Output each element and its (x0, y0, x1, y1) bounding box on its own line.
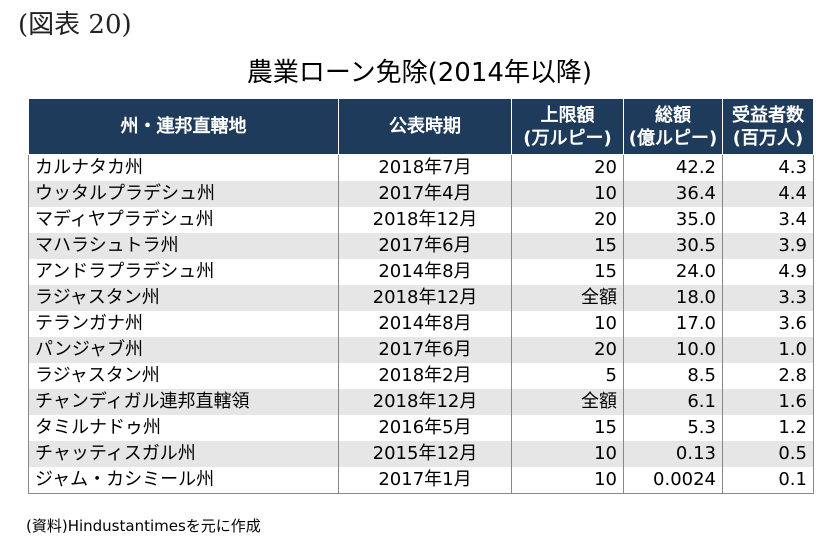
cell-limit: 5 (511, 363, 624, 389)
header-limit-label: 上限額 (540, 104, 595, 126)
cell-limit: 10 (511, 181, 624, 207)
table-row: マディヤプラデシュ州 2018年12月 20 35.0 3.4 (28, 207, 814, 233)
cell-total: 5.3 (623, 415, 723, 441)
cell-total: 30.5 (623, 233, 723, 259)
source-note: (資料)Hindustantimesを元に作成 (26, 517, 261, 535)
table-row: カルナタカ州 2018年7月 20 42.2 4.3 (28, 154, 814, 181)
header-state-label: 州・連邦直轄地 (120, 116, 247, 137)
header-beneficiaries-unit: (百万人) (732, 127, 804, 149)
header-date-label: 公表時期 (389, 116, 461, 137)
table-row: ウッタルプラデシュ州 2017年4月 10 36.4 4.4 (28, 181, 814, 207)
table-row: アンドラプラデシュ州 2014年8月 15 24.0 4.9 (28, 259, 814, 285)
header-limit-unit: (万ルピー) (523, 127, 612, 149)
table-row: チャッティスガル州 2015年12月 10 0.13 0.5 (28, 441, 814, 467)
cell-state: マディヤプラデシュ州 (28, 207, 339, 233)
table-row: ジャム・カシミール州 2017年1月 10 0.0024 0.1 (28, 467, 814, 494)
cell-date: 2015年12月 (338, 441, 512, 467)
cell-date: 2014年8月 (338, 259, 512, 285)
cell-state: タミルナドゥ州 (28, 415, 339, 441)
header-row: 州・連邦直轄地 公表時期 上限額 (万ルピー) 総額 (億ルピー) 受益者数 (百万人… (28, 98, 814, 155)
cell-state: チャッティスガル州 (28, 441, 339, 467)
cell-total: 17.0 (623, 311, 723, 337)
cell-beneficiaries: 3.4 (722, 207, 814, 233)
header-beneficiaries: 受益者数 (百万人) (722, 98, 814, 155)
cell-beneficiaries: 2.8 (722, 363, 814, 389)
cell-date: 2017年6月 (338, 233, 512, 259)
cell-total: 8.5 (623, 363, 723, 389)
cell-date: 2017年6月 (338, 337, 512, 363)
header-total-unit: (億ルピー) (628, 127, 718, 149)
cell-beneficiaries: 4.9 (722, 259, 814, 285)
cell-limit: 15 (511, 233, 624, 259)
header-beneficiaries-label: 受益者数 (732, 104, 804, 126)
cell-date: 2018年7月 (338, 154, 512, 181)
cell-limit: 全額 (511, 285, 624, 311)
cell-state: パンジャブ州 (28, 337, 339, 363)
cell-date: 2018年12月 (338, 207, 512, 233)
cell-limit: 15 (511, 259, 624, 285)
cell-total: 36.4 (623, 181, 723, 207)
cell-limit: 10 (511, 311, 624, 337)
cell-total: 18.0 (623, 285, 723, 311)
cell-beneficiaries: 3.9 (722, 233, 814, 259)
cell-beneficiaries: 4.3 (722, 154, 814, 181)
table-row: パンジャブ州 2017年6月 20 10.0 1.0 (28, 337, 814, 363)
cell-limit: 10 (511, 467, 624, 494)
cell-total: 42.2 (623, 154, 723, 181)
cell-state: ウッタルプラデシュ州 (28, 181, 339, 207)
cell-state: チャンディガル連邦直轄領 (28, 389, 339, 415)
cell-total: 0.0024 (623, 467, 723, 494)
cell-beneficiaries: 1.2 (722, 415, 814, 441)
header-limit: 上限額 (万ルピー) (511, 98, 624, 155)
table-row: マハラシュトラ州 2017年6月 15 30.5 3.9 (28, 233, 814, 259)
header-total-label: 総額 (655, 104, 691, 126)
loan-waiver-table: 州・連邦直轄地 公表時期 上限額 (万ルピー) 総額 (億ルピー) 受益者数 (百万人… (28, 98, 814, 494)
cell-date: 2018年12月 (338, 285, 512, 311)
cell-beneficiaries: 3.3 (722, 285, 814, 311)
cell-date: 2018年12月 (338, 389, 512, 415)
cell-beneficiaries: 1.0 (722, 337, 814, 363)
cell-state: アンドラプラデシュ州 (28, 259, 339, 285)
cell-date: 2014年8月 (338, 311, 512, 337)
table-row: テランガナ州 2014年8月 10 17.0 3.6 (28, 311, 814, 337)
cell-state: ラジャスタン州 (28, 285, 339, 311)
header-date: 公表時期 (338, 98, 512, 155)
cell-state: マハラシュトラ州 (28, 233, 339, 259)
table-row: ラジャスタン州 2018年12月 全額 18.0 3.3 (28, 285, 814, 311)
header-total: 総額 (億ルピー) (623, 98, 723, 155)
cell-date: 2018年2月 (338, 363, 512, 389)
header-state: 州・連邦直轄地 (28, 98, 339, 155)
cell-limit: 20 (511, 337, 624, 363)
cell-limit: 全額 (511, 389, 624, 415)
cell-total: 24.0 (623, 259, 723, 285)
figure-label: (図表 20) (18, 10, 132, 40)
cell-date: 2017年1月 (338, 467, 512, 494)
cell-date: 2016年5月 (338, 415, 512, 441)
cell-total: 6.1 (623, 389, 723, 415)
cell-total: 35.0 (623, 207, 723, 233)
cell-limit: 10 (511, 441, 624, 467)
table-row: ラジャスタン州 2018年2月 5 8.5 2.8 (28, 363, 814, 389)
cell-total: 10.0 (623, 337, 723, 363)
cell-beneficiaries: 3.6 (722, 311, 814, 337)
cell-beneficiaries: 1.6 (722, 389, 814, 415)
cell-state: ラジャスタン州 (28, 363, 339, 389)
cell-state: テランガナ州 (28, 311, 339, 337)
cell-date: 2017年4月 (338, 181, 512, 207)
table-title: 農業ローン免除(2014年以降) (246, 58, 593, 88)
cell-beneficiaries: 0.1 (722, 467, 814, 494)
table-row: タミルナドゥ州 2016年5月 15 5.3 1.2 (28, 415, 814, 441)
cell-limit: 15 (511, 415, 624, 441)
cell-limit: 20 (511, 154, 624, 181)
cell-beneficiaries: 4.4 (722, 181, 814, 207)
cell-total: 0.13 (623, 441, 723, 467)
cell-state: カルナタカ州 (28, 154, 339, 181)
table-row: チャンディガル連邦直轄領 2018年12月 全額 6.1 1.6 (28, 389, 814, 415)
cell-beneficiaries: 0.5 (722, 441, 814, 467)
cell-state: ジャム・カシミール州 (28, 467, 339, 494)
cell-limit: 20 (511, 207, 624, 233)
